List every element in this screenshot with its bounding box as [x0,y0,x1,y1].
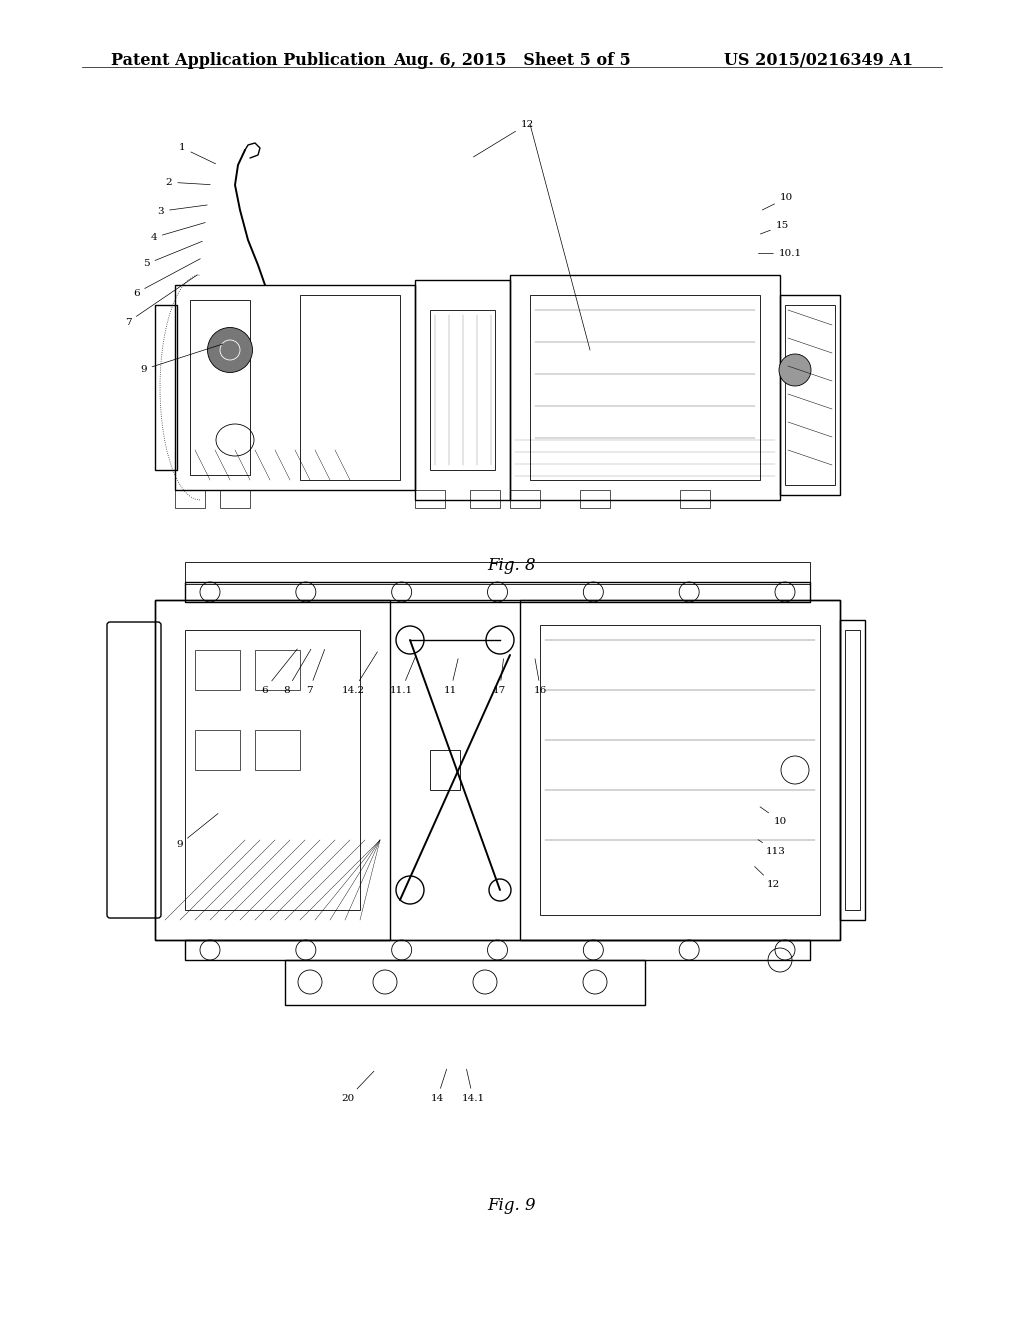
Bar [520,601,840,940]
Bar [785,305,835,484]
Bar [680,490,710,508]
Text: 8: 8 [284,649,311,694]
Bar [185,630,360,909]
Bar [190,300,250,475]
Text: 3: 3 [158,205,207,215]
Text: 113: 113 [758,840,786,855]
Text: Fig. 9: Fig. 9 [487,1197,537,1213]
Text: 17: 17 [494,659,506,694]
Text: Aug. 6, 2015   Sheet 5 of 5: Aug. 6, 2015 Sheet 5 of 5 [393,51,631,69]
Bar [195,649,240,690]
Bar [530,294,760,480]
Bar [780,294,840,495]
Bar [510,490,540,508]
Bar [470,490,500,508]
Text: 16: 16 [535,659,547,694]
Bar [195,730,240,770]
Text: 1: 1 [179,144,216,164]
Text: 7: 7 [125,275,198,326]
Text: 11.1: 11.1 [390,656,416,694]
Text: Patent Application Publication: Patent Application Publication [111,51,385,69]
Text: 12: 12 [473,120,534,157]
Text: 20: 20 [342,1072,374,1102]
Text: US 2015/0216349 A1: US 2015/0216349 A1 [724,51,913,69]
Bar [255,730,300,770]
Bar [415,490,445,508]
Bar [185,940,810,960]
Bar [185,582,810,602]
Bar [840,620,865,920]
Bar [510,275,780,500]
Text: 5: 5 [143,242,202,268]
Bar [155,601,840,940]
Text: 4: 4 [151,223,205,242]
Text: 10.1: 10.1 [759,249,802,257]
Text: 6: 6 [261,649,297,694]
Bar [540,624,820,915]
Text: 7: 7 [306,649,325,694]
Bar [845,630,860,909]
Bar [155,601,390,940]
Bar [300,294,400,480]
Bar [175,490,205,508]
Bar [580,490,610,508]
Bar [175,285,415,490]
Bar [255,649,300,690]
Text: 10: 10 [760,807,786,825]
Text: 10: 10 [762,194,793,210]
Bar [220,490,250,508]
Text: 15: 15 [761,222,788,234]
Bar [430,750,460,789]
Bar [415,280,510,500]
Text: 9: 9 [176,813,218,849]
Text: 2: 2 [166,178,210,186]
Ellipse shape [779,354,811,385]
Text: 11: 11 [444,659,458,694]
Bar [285,960,645,1005]
Bar [185,562,810,583]
Text: 14.2: 14.2 [342,652,378,694]
Text: 9: 9 [140,345,222,374]
Text: 12: 12 [755,866,779,888]
Text: 14.1: 14.1 [462,1069,484,1102]
Ellipse shape [208,327,253,372]
Text: 6: 6 [133,259,201,297]
Text: 14: 14 [431,1069,446,1102]
Bar [155,305,177,470]
Bar [430,310,495,470]
Text: Fig. 8: Fig. 8 [487,557,537,574]
